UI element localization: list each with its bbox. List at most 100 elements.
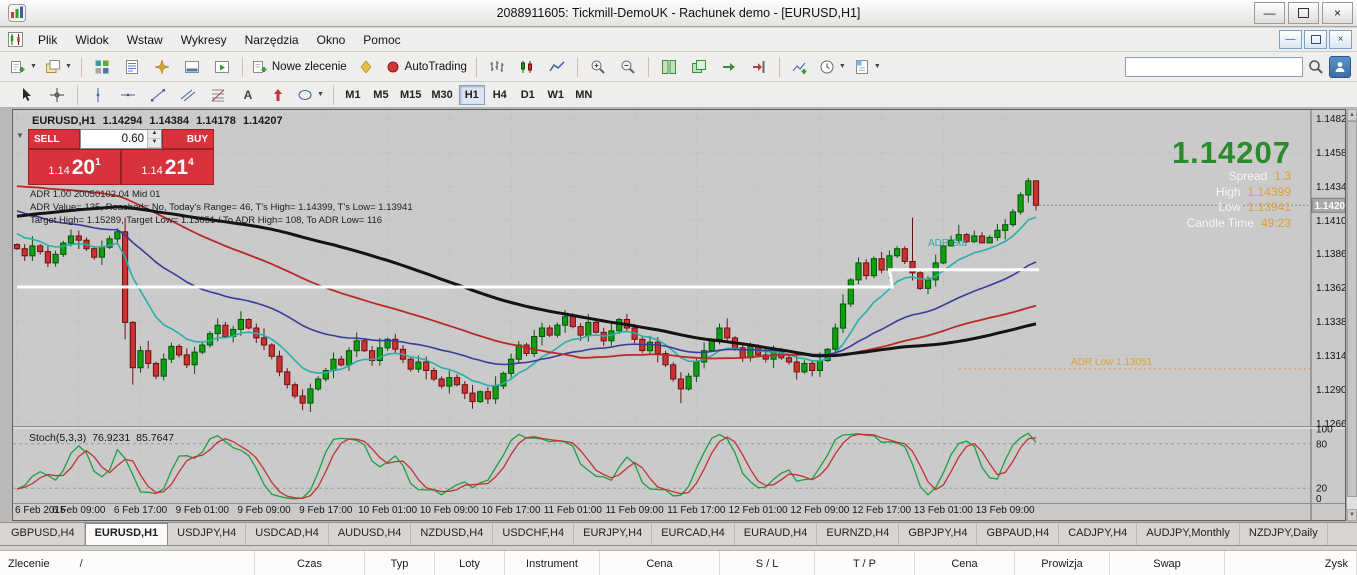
menu-item-wykresy[interactable]: Wykresy (180, 32, 227, 47)
search-input[interactable] (1125, 56, 1303, 77)
scroll-up-arrow[interactable]: ▲ (1347, 109, 1357, 121)
timeframe-h4[interactable]: H4 (492, 88, 507, 101)
terminal-column-loty[interactable]: Loty (435, 551, 505, 575)
arrows-button[interactable] (263, 83, 293, 107)
timeframe-h1[interactable]: H1 (458, 84, 485, 105)
terminal-column-cena[interactable]: Cena (915, 551, 1015, 575)
indicators-button[interactable] (785, 55, 815, 79)
menu-item-narz-dzia[interactable]: Narzędzia (244, 32, 299, 47)
timeframe-mn[interactable]: MN (575, 88, 593, 101)
terminal-column-zysk[interactable]: Zysk (1225, 551, 1357, 575)
adr-line-3: Target High= 1.15289, Target Low= 1.1305… (30, 215, 383, 226)
scrollbar-thumb[interactable] (1347, 121, 1357, 497)
chart-tab-usdchf-h4[interactable]: USDCHF,H4 (493, 523, 575, 545)
chart-tab-eurcad-h4[interactable]: EURCAD,H4 (652, 523, 735, 545)
periods-button[interactable]: ▼ (815, 55, 850, 79)
chart-tab-euraud-h4[interactable]: EURAUD,H4 (735, 523, 818, 545)
new-order-button[interactable]: Nowe zlecenie (248, 55, 351, 79)
shapes-button[interactable]: ▼ (293, 83, 328, 107)
strategy-tester-button[interactable] (207, 55, 237, 79)
channel-button[interactable] (173, 83, 203, 107)
sell-button[interactable]: 1.14 20 1 (28, 149, 121, 185)
timeframe-m30[interactable]: M30 (431, 88, 453, 101)
chart-tab-usdjpy-h4[interactable]: USDJPY,H4 (168, 523, 247, 545)
chart-tab-usdcad-h4[interactable]: USDCAD,H4 (246, 523, 329, 545)
lot-decrease-button[interactable]: ▼ (148, 139, 161, 148)
tile-windows-button[interactable] (654, 55, 684, 79)
data-window-button[interactable] (117, 55, 147, 79)
terminal-column-s-l[interactable]: S / L (720, 551, 815, 575)
terminal-panel-button[interactable] (177, 55, 207, 79)
buy-button[interactable]: 1.14 21 4 (121, 149, 214, 185)
menu-item-pomoc[interactable]: Pomoc (363, 32, 401, 47)
svg-text:20: 20 (1316, 484, 1328, 495)
terminal-column-instrument[interactable]: Instrument (505, 551, 600, 575)
chart-tab-eurjpy-h4[interactable]: EURJPY,H4 (574, 523, 653, 545)
vertical-scrollbar[interactable]: ▲ ▼ (1346, 109, 1357, 521)
menu-item-okno[interactable]: Okno (316, 32, 346, 47)
fibonacci-button[interactable] (203, 83, 233, 107)
child-restore-button[interactable] (1304, 30, 1327, 49)
maximize-button[interactable] (1288, 2, 1319, 24)
zoom-in-button[interactable] (583, 55, 613, 79)
chart-tab-gbpusd-h4[interactable]: GBPUSD,H4 (2, 523, 85, 545)
lot-size-field[interactable]: 0.60 ▲ ▼ (80, 129, 162, 149)
terminal-column-prowizja[interactable]: Prowizja (1015, 551, 1110, 575)
text-button[interactable]: A (233, 83, 263, 107)
chart-candles-button[interactable] (512, 55, 542, 79)
minimize-button[interactable]: — (1254, 2, 1285, 24)
chart-tab-audjpy-monthly[interactable]: AUDJPY,Monthly (1137, 523, 1240, 545)
timeframe-m15[interactable]: M15 (399, 88, 422, 101)
templates-icon (855, 59, 868, 74)
trendline-button[interactable] (143, 83, 173, 107)
chart-tab-gbpaud-h4[interactable]: GBPAUD,H4 (977, 523, 1060, 545)
child-minimize-button[interactable]: — (1279, 30, 1302, 49)
templates-button[interactable]: ▼ (850, 55, 885, 79)
search-icon[interactable] (1308, 59, 1324, 75)
scroll-down-arrow[interactable]: ▼ (1347, 509, 1357, 521)
autotrading-button[interactable]: AutoTrading (381, 55, 471, 79)
timeframe-w1[interactable]: W1 (547, 88, 565, 101)
lot-increase-button[interactable]: ▲ (148, 130, 161, 139)
timeframe-m1[interactable]: M1 (345, 88, 361, 101)
auto-scroll-button[interactable] (714, 55, 744, 79)
profiles-button[interactable]: ▼ (41, 55, 76, 79)
terminal-column-cena[interactable]: Cena (600, 551, 720, 575)
menu-item-widok[interactable]: Widok (75, 32, 109, 47)
terminal-column-t-p[interactable]: T / P (815, 551, 915, 575)
chart-tab-nzdjpy-daily[interactable]: NZDJPY,Daily (1240, 523, 1328, 545)
cursor-button[interactable] (12, 83, 42, 107)
market-watch-button[interactable] (87, 55, 117, 79)
menu-item-wstaw[interactable]: Wstaw (126, 32, 163, 47)
horizontal-line-button[interactable] (113, 83, 143, 107)
chart-tab-cadjpy-h4[interactable]: CADJPY,H4 (1059, 523, 1138, 545)
chart-shift-button[interactable] (744, 55, 774, 79)
close-button[interactable]: × (1322, 2, 1353, 24)
lot-size-value[interactable]: 0.60 (121, 133, 144, 145)
new-chart-button[interactable]: ▼ (6, 55, 41, 79)
navigator-button[interactable] (147, 55, 177, 79)
crosshair-button[interactable] (42, 83, 72, 107)
terminal-column-zlecenie[interactable]: Zlecenie / (0, 551, 255, 575)
experts-button[interactable] (351, 55, 381, 79)
vertical-line-button[interactable] (83, 83, 113, 107)
terminal-column-swap[interactable]: Swap (1110, 551, 1225, 575)
one-click-collapse-button[interactable]: ▼ (16, 131, 24, 140)
chart-tab-audusd-h4[interactable]: AUDUSD,H4 (329, 523, 412, 545)
terminal-column-typ[interactable]: Typ (365, 551, 435, 575)
menu-item-plik[interactable]: Plik (38, 32, 58, 47)
chart-bars-button[interactable] (482, 55, 512, 79)
chart-line-button[interactable] (542, 55, 572, 79)
child-close-button[interactable]: × (1329, 30, 1352, 49)
community-button[interactable] (1329, 55, 1351, 78)
chart-tab-eurusd-h1[interactable]: EURUSD,H1 (84, 523, 169, 545)
chart-tab-nzdusd-h4[interactable]: NZDUSD,H4 (411, 523, 494, 545)
zoom-out-button[interactable] (613, 55, 643, 79)
timeframe-d1[interactable]: D1 (520, 88, 535, 101)
chart-tab-gbpjpy-h4[interactable]: GBPJPY,H4 (899, 523, 978, 545)
chart-tab-eurnzd-h4[interactable]: EURNZD,H4 (817, 523, 900, 545)
terminal-column-czas[interactable]: Czas (255, 551, 365, 575)
timeframe-m5[interactable]: M5 (373, 88, 389, 101)
cascade-windows-button[interactable] (684, 55, 714, 79)
